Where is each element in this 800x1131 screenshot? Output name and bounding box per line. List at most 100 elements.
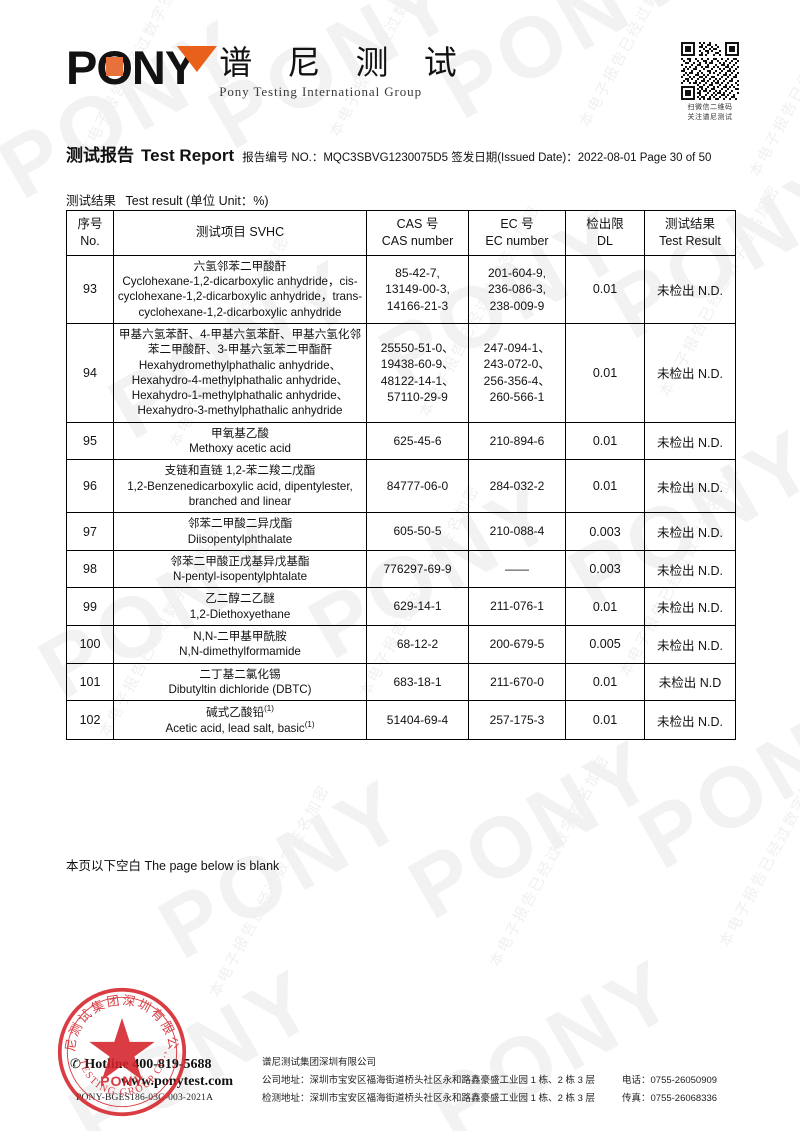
table-row: 97 邻苯二甲酸二异戊酯 Diisopentylphthalate 605-50-5 2…: [66, 512, 736, 551]
company-seal-stamp: 谱尼测试集团深圳有限公司 PONY TESTING GROUP CO., LTD…: [56, 986, 187, 1117]
table-row: 101 二丁基二氯化锡 Dibutyltin dichloride (DBTC) 68…: [66, 662, 736, 702]
cell-item-cn: 甲基六氢苯酐、4-甲基六氢苯酐、甲基六氢化邻苯二甲酸酐、3-甲基六氢苯二甲酯酐: [118, 327, 362, 357]
cell-item: N,N-二甲基甲酰胺 N,N-dimethylformamide: [113, 624, 367, 664]
cell-item-cn: 乙二醇二乙醚: [205, 592, 275, 606]
cell-dl: 0.01: [565, 254, 645, 324]
cell-cas: 683-18-1: [366, 662, 469, 702]
col-header-cas-cn: CAS 号: [396, 217, 439, 231]
table-row: 94 甲基六氢苯酐、4-甲基六氢苯酐、甲基六氢化邻苯二甲酸酐、3-甲基六氢苯二甲酯…: [66, 322, 736, 423]
footer-tel: 电话：0755-26050909: [622, 1075, 718, 1087]
pony-logo-wordmark: PONY: [66, 41, 217, 94]
table-header-row: 序号 No. 测试项目 SVHC CAS 号 CAS number EC 号 E…: [66, 210, 736, 256]
cell-ec: 211-076-1: [468, 587, 566, 626]
svhc-result-table: 序号 No. 测试项目 SVHC CAS 号 CAS number EC 号 E…: [66, 210, 736, 741]
cell-result: 未检出 N.D.: [644, 421, 736, 461]
cell-result: 未检出 N.D.: [644, 700, 736, 741]
cell-ec: 247-094-1、 243-072-0、 256-356-4、 260-566-1: [468, 322, 566, 423]
company-name-block: 谱 尼 测 试 Pony Testing International Group: [219, 44, 470, 100]
cell-ec: 200-679-5: [468, 624, 566, 664]
footer-address-block: 谱尼测试集团深圳有限公司 公司地址：深圳市宝安区福海街道桥头社区永和路鑫豪盛工业…: [262, 1054, 772, 1109]
qr-code-icon: [681, 42, 739, 100]
page-header: PONY 谱 尼 测 试 Pony Testing International …: [0, 0, 800, 122]
cell-no: 95: [66, 421, 114, 461]
col-header-result-en: Test Result: [659, 233, 721, 248]
cell-cas: 51404-69-4: [366, 700, 469, 741]
col-header-cas-en: CAS number: [381, 233, 454, 248]
table-row: 99 乙二醇二乙醚 1,2-Diethoxyethane 629-14-1 211-07…: [66, 587, 736, 626]
cell-no: 100: [66, 624, 114, 664]
qr-caption: 扫微信二维码 关注谱尼测试: [650, 103, 770, 123]
cell-item-cn: 二丁基二氯化锡: [199, 667, 281, 681]
cell-ec: ——: [468, 549, 566, 589]
footer-company-name: 谱尼测试集团深圳有限公司: [262, 1057, 377, 1068]
cell-dl: 0.01: [565, 700, 645, 741]
cell-item-en: N-pentyl-isopentylphtalate: [172, 570, 308, 584]
result-caption-cn: 测试结果: [66, 194, 117, 208]
cell-result: 未检出 N.D.: [644, 512, 736, 551]
logo-orange-square-icon: [106, 57, 123, 76]
cell-no: 94: [66, 322, 114, 423]
cell-no: 98: [66, 549, 114, 589]
col-header-ec: EC 号 EC number: [468, 210, 566, 256]
cell-item-en: Acetic acid, lead salt, basic(1): [165, 720, 315, 736]
cell-result: 未检出 N.D.: [644, 459, 736, 514]
cell-item: 邻苯二甲酸正戊基异戊基酯 N-pentyl-isopentylphtalate: [113, 549, 367, 589]
cell-dl: 0.003: [565, 549, 645, 589]
footer-doc-code: PONY-BGES186-03C-003-2021A: [76, 1093, 214, 1103]
cell-no: 102: [66, 700, 114, 741]
footer-company-address: 公司地址：深圳市宝安区福海街道桥头社区永和路鑫豪盛工业园 1 栋、2 栋 3 层: [262, 1075, 596, 1087]
cell-cas: 625-45-6: [366, 421, 469, 461]
cell-item: 甲基六氢苯酐、4-甲基六氢苯酐、甲基六氢化邻苯二甲酸酐、3-甲基六氢苯二甲酯酐 H…: [113, 322, 367, 423]
table-row: 96 支链和直链 1,2-苯二羧二戊酯 1,2-Benzenedicarboxyli…: [66, 459, 736, 514]
cell-item-en: 1,2-Diethoxyethane: [189, 607, 291, 621]
cell-result: 未检出 N.D.: [644, 322, 736, 423]
cell-no: 101: [66, 662, 114, 702]
cell-item-cn: 碱式乙酸铅(1): [206, 704, 274, 720]
table-row: 102 碱式乙酸铅(1) Acetic acid, lead salt, basic…: [66, 700, 736, 741]
cell-item-en: Hexahydromethylphathalic anhydride、Hexah…: [131, 358, 349, 418]
cell-item-cn: 邻苯二甲酸二异戊酯: [187, 517, 293, 531]
cell-result: 未检出 N.D.: [644, 587, 736, 626]
cell-ec: 201-604-9, 236-086-3, 238-009-9: [468, 254, 566, 324]
cell-item-en: N,N-dimethylformamide: [179, 645, 301, 659]
table-row: 100 N,N-二甲基甲酰胺 N,N-dimethylformamide 68-12-…: [66, 624, 736, 664]
company-name-cn: 谱 尼 测 试: [219, 44, 470, 81]
cell-dl: 0.005: [565, 624, 645, 664]
cell-ec: 257-175-3: [468, 700, 566, 741]
col-header-item-cn: 测试项目 SVHC: [195, 225, 285, 240]
pony-logo-text: PONY: [66, 41, 196, 94]
col-header-no-cn: 序号: [77, 217, 103, 231]
table-row: 93 六氢邻苯二甲酸酐 Cyclohexane-1,2-dicarboxylic a…: [66, 254, 736, 324]
cell-item-en: Dibutyltin dichloride (DBTC): [168, 682, 312, 696]
qr-caption-line2: 关注谱尼测试: [687, 114, 733, 122]
cell-cas: 84777-06-0: [366, 459, 469, 514]
cell-dl: 0.01: [565, 662, 645, 702]
cell-item-en: Methoxy acetic acid: [189, 442, 291, 456]
cell-result: 未检出 N.D.: [644, 549, 736, 589]
cell-cas: 85-42-7, 13149-00-3, 14166-21-3: [366, 254, 469, 324]
footer-fax: 传真：0755-26068336: [622, 1093, 718, 1105]
footer-company-address-row: 公司地址：深圳市宝安区福海街道桥头社区永和路鑫豪盛工业园 1 栋、2 栋 3 层…: [262, 1072, 772, 1090]
cell-item: 二丁基二氯化锡 Dibutyltin dichloride (DBTC): [113, 662, 367, 702]
table-row: 95 甲氧基乙酸 Methoxy acetic acid 625-45-6 210-89…: [66, 421, 736, 461]
phone-icon: ✆: [70, 1056, 81, 1071]
cell-item-en: Diisopentylphthalate: [187, 532, 293, 546]
cell-item-en: 1,2-Benzenedicarboxylic acid, dipentyles…: [127, 479, 353, 508]
col-header-no-en: No.: [80, 233, 100, 248]
cell-item: 甲氧基乙酸 Methoxy acetic acid: [113, 421, 367, 461]
cell-ec: 284-032-2: [468, 459, 566, 514]
col-header-item: 测试项目 SVHC: [113, 210, 367, 256]
report-title-en: Test Report: [141, 146, 235, 165]
table-body: 93 六氢邻苯二甲酸酐 Cyclohexane-1,2-dicarboxylic a…: [66, 254, 736, 741]
result-caption-en: Test result (单位 Unit：%): [125, 194, 269, 208]
report-title-cn: 测试报告: [66, 146, 134, 165]
col-header-result-cn: 测试结果: [664, 217, 715, 231]
cell-cas: 68-12-2: [366, 624, 469, 664]
col-header-dl-en: DL: [597, 233, 613, 248]
cell-result: 未检出 N.D.: [644, 624, 736, 664]
footer-company-row: 谱尼测试集团深圳有限公司: [262, 1054, 772, 1072]
page-blank-note: 本页以下空白 The page below is blank: [66, 859, 280, 873]
cell-no: 99: [66, 587, 114, 626]
cell-item-cn: 支链和直链 1,2-苯二羧二戊酯: [164, 464, 316, 478]
